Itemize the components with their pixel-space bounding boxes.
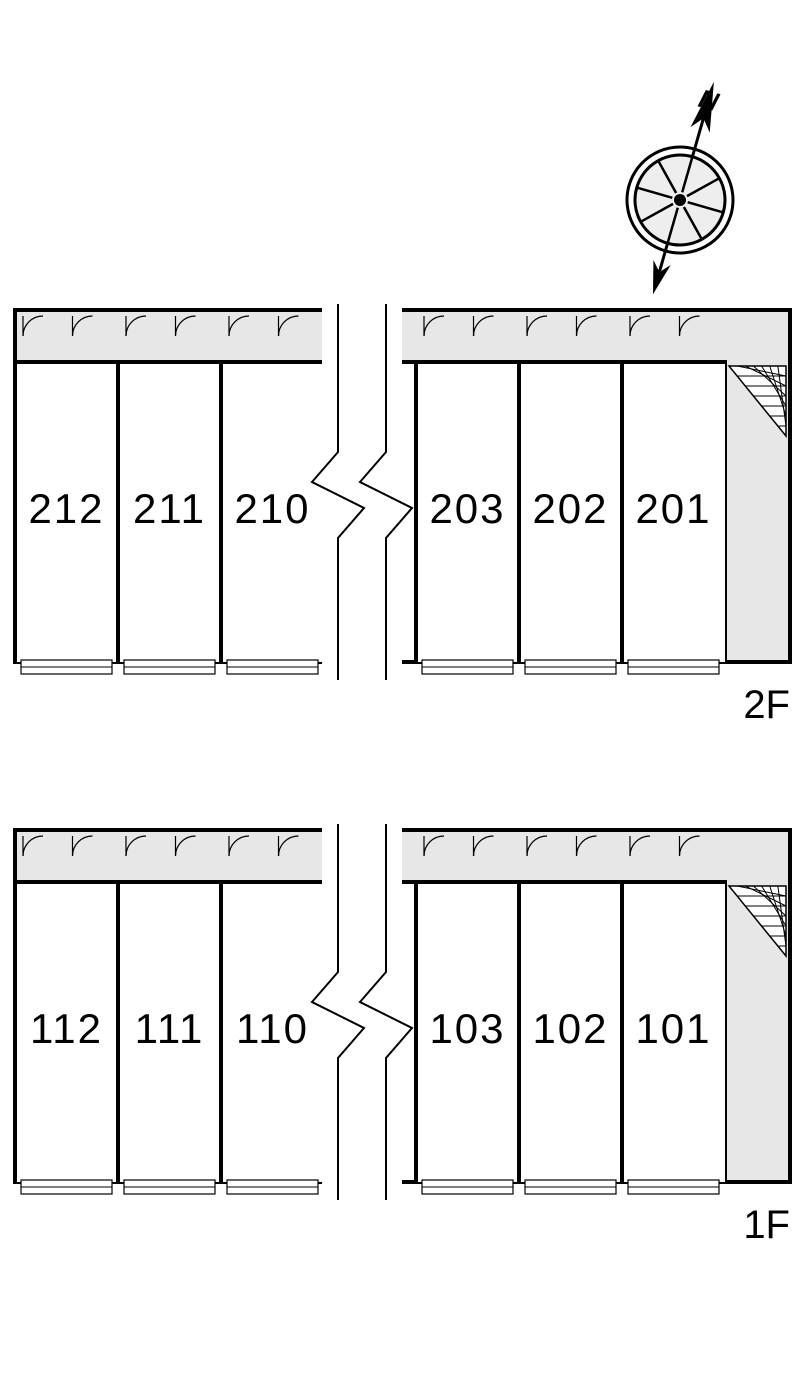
- floor-1F: 112 111 110 103 102 101 1F: [15, 824, 790, 1247]
- compass-icon: N: [602, 67, 765, 309]
- unit-label-111: 111: [135, 1005, 205, 1052]
- unit-label-102: 102: [532, 1005, 608, 1052]
- unit-label-212: 212: [28, 485, 104, 532]
- unit-label-211: 211: [133, 485, 206, 532]
- unit-label-103: 103: [429, 1005, 505, 1052]
- unit-label-210: 210: [234, 485, 310, 532]
- floor-label-2F: 2F: [743, 683, 790, 727]
- unit-label-110: 110: [236, 1005, 309, 1052]
- unit-label-112: 112: [30, 1005, 103, 1052]
- floor-label-1F: 1F: [743, 1203, 790, 1247]
- unit-label-201: 201: [635, 485, 711, 532]
- unit-label-202: 202: [532, 485, 608, 532]
- compass-north-label: N: [696, 83, 723, 117]
- floor-2F: 212 211 210 203 202 201 2F: [15, 304, 790, 727]
- unit-label-203: 203: [429, 485, 505, 532]
- unit-label-101: 101: [635, 1005, 711, 1052]
